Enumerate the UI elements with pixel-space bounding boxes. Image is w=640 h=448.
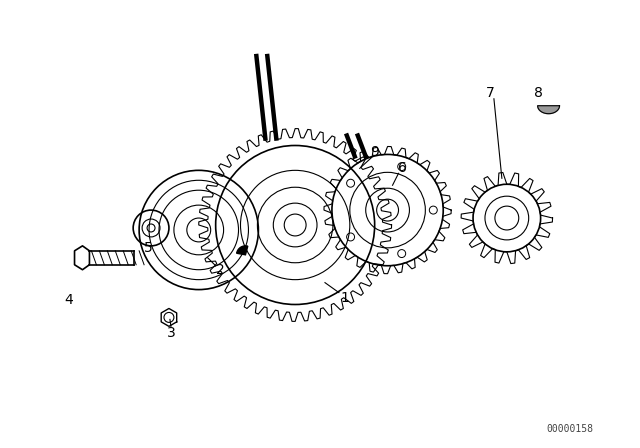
Wedge shape xyxy=(237,246,248,255)
Text: 7: 7 xyxy=(486,86,494,100)
Text: 3: 3 xyxy=(166,326,175,340)
Text: 9: 9 xyxy=(370,146,379,159)
Text: 1: 1 xyxy=(340,291,349,305)
Text: 6: 6 xyxy=(398,161,407,175)
Text: 00000158: 00000158 xyxy=(547,424,593,434)
Text: 2: 2 xyxy=(216,263,225,277)
Text: 8: 8 xyxy=(534,86,543,100)
Text: 5: 5 xyxy=(144,241,152,255)
Polygon shape xyxy=(538,106,559,114)
Text: 4: 4 xyxy=(64,293,73,306)
